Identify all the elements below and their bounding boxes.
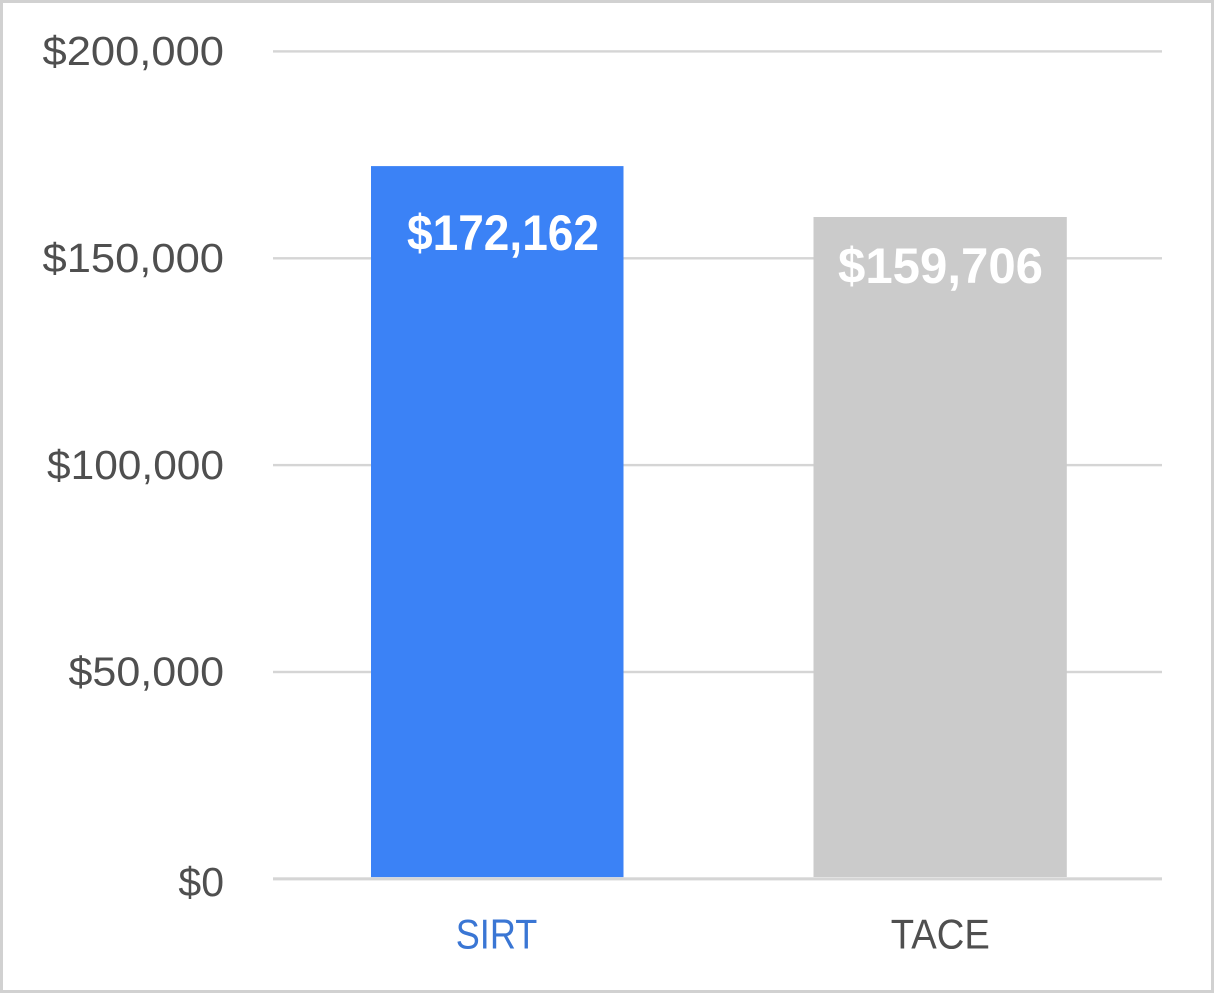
svg-text:TACE: TACE [891,911,990,958]
svg-text:$0: $0 [178,859,224,905]
svg-text:$200,000: $200,000 [43,28,224,74]
svg-text:$100,000: $100,000 [47,442,224,488]
svg-text:$150,000: $150,000 [43,235,224,281]
svg-text:$159,706: $159,706 [838,238,1043,294]
svg-text:$50,000: $50,000 [69,649,225,695]
svg-text:$172,162: $172,162 [407,205,599,261]
svg-text:SIRT: SIRT [456,911,538,958]
